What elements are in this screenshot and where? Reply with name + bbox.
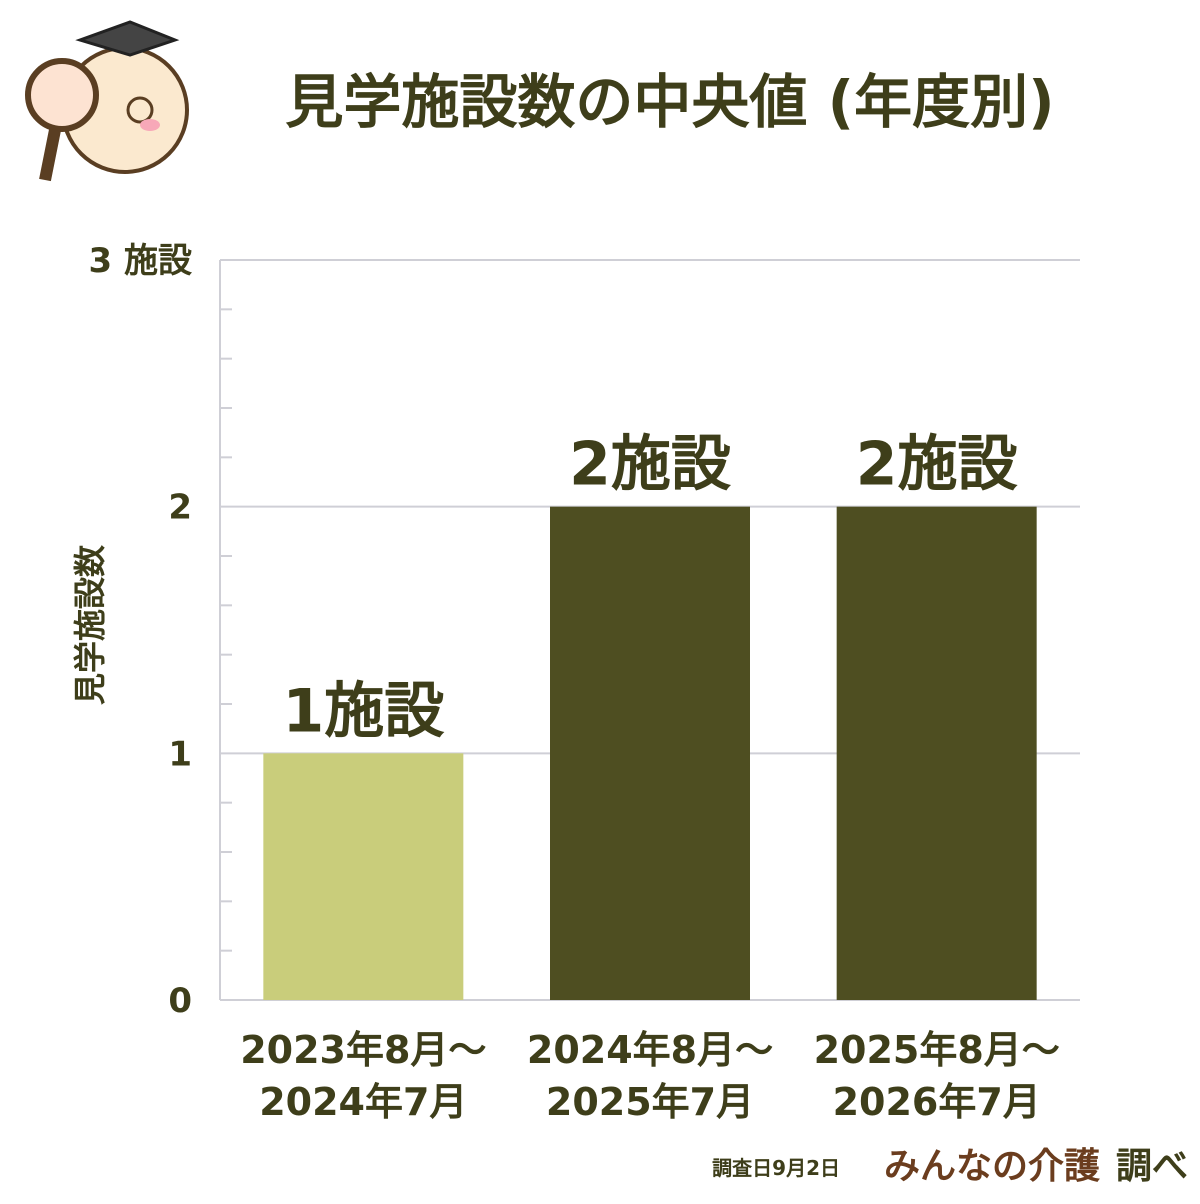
note: 調査日9月2日 [712, 1156, 840, 1180]
x-tick-label: 2025年8月～ [814, 1028, 1060, 1072]
bar [263, 753, 464, 1000]
source: みんなの介護 [884, 1146, 1100, 1187]
y-tick-label: 2 [168, 488, 192, 528]
x-tick-label: 2026年7月 [833, 1080, 1041, 1124]
y-tick-label: 1 [168, 734, 192, 774]
y-tick-label: 3 施設 [89, 241, 193, 281]
value-label: 1施設 [282, 676, 445, 746]
bar [550, 506, 750, 1000]
source-suffix: 調べ [1116, 1146, 1188, 1187]
chart-title: 見学施設数の中央値 (年度別) [285, 68, 1054, 136]
x-tick-label: 2025年7月 [546, 1080, 754, 1124]
y-tick-label: 0 [168, 981, 192, 1021]
x-tick-label: 2023年8月～ [240, 1028, 486, 1072]
x-tick-label: 2024年8月～ [527, 1028, 773, 1072]
value-label: 2施設 [569, 430, 732, 500]
value-label: 2施設 [856, 430, 1019, 500]
y-axis-label: 見学施設数 [71, 545, 109, 705]
bar [836, 506, 1037, 1000]
x-tick-label: 2024年7月 [259, 1080, 467, 1124]
mascot [25, 20, 189, 182]
